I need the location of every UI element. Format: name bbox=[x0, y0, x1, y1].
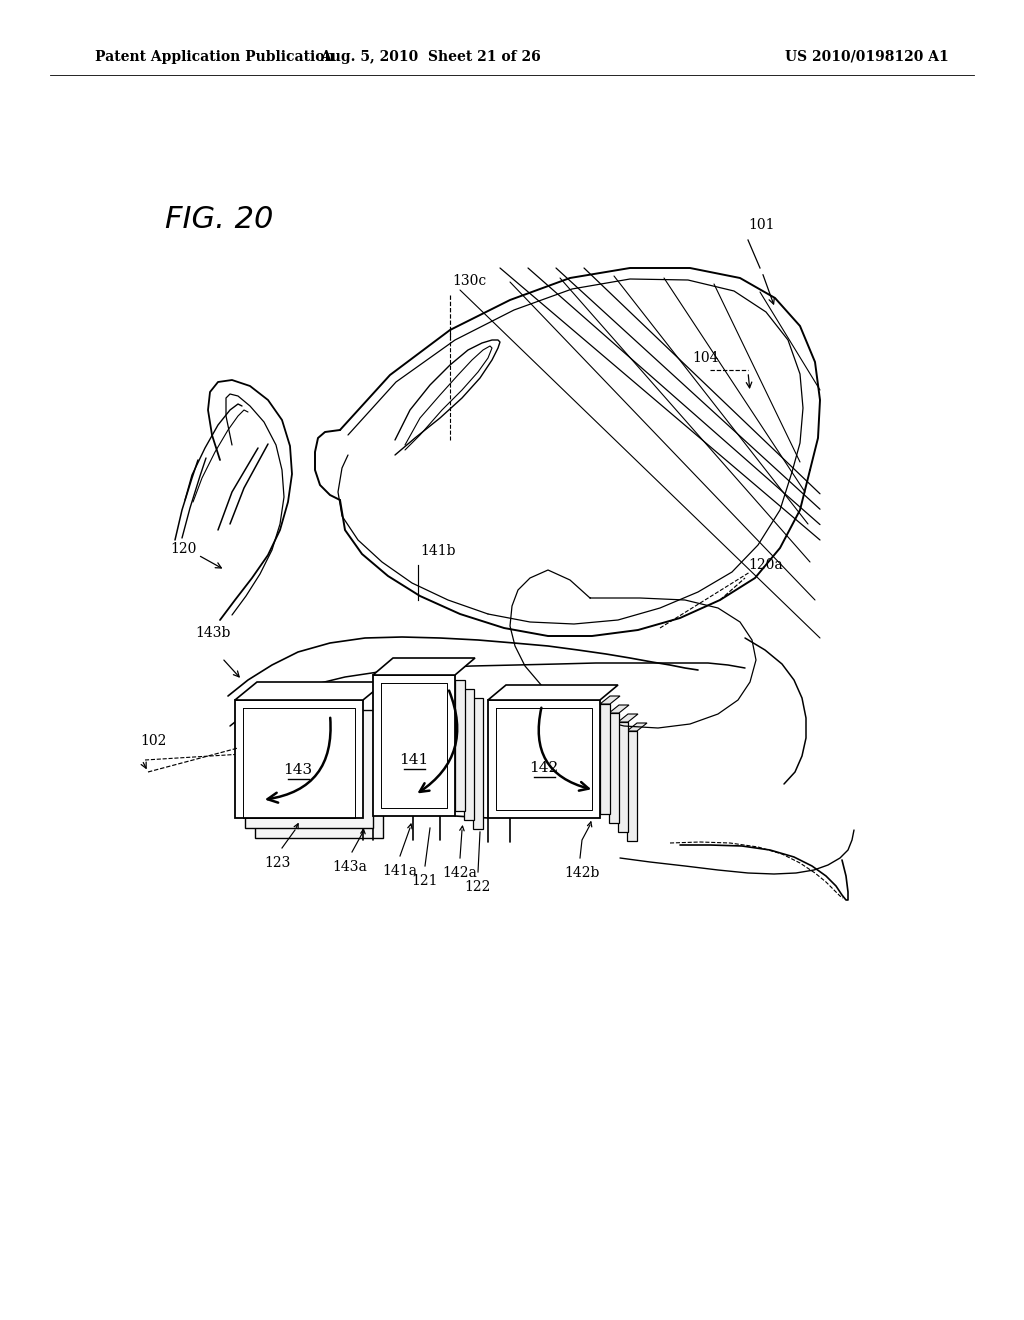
Polygon shape bbox=[618, 722, 628, 832]
FancyArrowPatch shape bbox=[267, 718, 331, 803]
Polygon shape bbox=[609, 705, 629, 713]
Text: FIG. 20: FIG. 20 bbox=[165, 206, 273, 235]
Polygon shape bbox=[600, 696, 620, 704]
Text: 141a: 141a bbox=[383, 865, 418, 878]
Text: US 2010/0198120 A1: US 2010/0198120 A1 bbox=[785, 50, 949, 63]
Polygon shape bbox=[618, 714, 638, 722]
Polygon shape bbox=[373, 657, 475, 675]
Polygon shape bbox=[373, 675, 455, 816]
Polygon shape bbox=[255, 719, 383, 838]
Polygon shape bbox=[455, 680, 465, 810]
Polygon shape bbox=[609, 713, 618, 822]
Polygon shape bbox=[473, 698, 483, 829]
Polygon shape bbox=[488, 700, 600, 818]
Text: Aug. 5, 2010  Sheet 21 of 26: Aug. 5, 2010 Sheet 21 of 26 bbox=[319, 50, 541, 63]
Polygon shape bbox=[234, 700, 362, 818]
Text: 142a: 142a bbox=[442, 866, 477, 880]
Text: 143: 143 bbox=[284, 763, 312, 777]
Text: 143b: 143b bbox=[195, 626, 230, 640]
Polygon shape bbox=[627, 731, 637, 841]
Text: 143a: 143a bbox=[333, 861, 368, 874]
FancyArrowPatch shape bbox=[420, 690, 458, 792]
Text: 130c: 130c bbox=[452, 275, 486, 288]
Text: 122: 122 bbox=[465, 880, 492, 894]
Text: 120a: 120a bbox=[748, 558, 782, 572]
Polygon shape bbox=[488, 685, 618, 700]
Text: 120: 120 bbox=[170, 543, 197, 556]
Text: 142: 142 bbox=[529, 762, 559, 775]
Text: Patent Application Publication: Patent Application Publication bbox=[95, 50, 335, 63]
Text: 101: 101 bbox=[748, 218, 774, 232]
Text: 104: 104 bbox=[692, 351, 719, 366]
FancyArrowPatch shape bbox=[539, 708, 589, 791]
Text: 142b: 142b bbox=[564, 866, 600, 880]
Text: 141: 141 bbox=[399, 752, 429, 767]
Text: 121: 121 bbox=[412, 874, 438, 888]
Polygon shape bbox=[234, 682, 385, 700]
Text: 102: 102 bbox=[140, 734, 166, 748]
Polygon shape bbox=[245, 710, 373, 828]
Polygon shape bbox=[627, 723, 647, 731]
Text: 123: 123 bbox=[265, 855, 291, 870]
Polygon shape bbox=[600, 704, 610, 814]
Polygon shape bbox=[464, 689, 474, 820]
Text: 141b: 141b bbox=[420, 544, 456, 558]
